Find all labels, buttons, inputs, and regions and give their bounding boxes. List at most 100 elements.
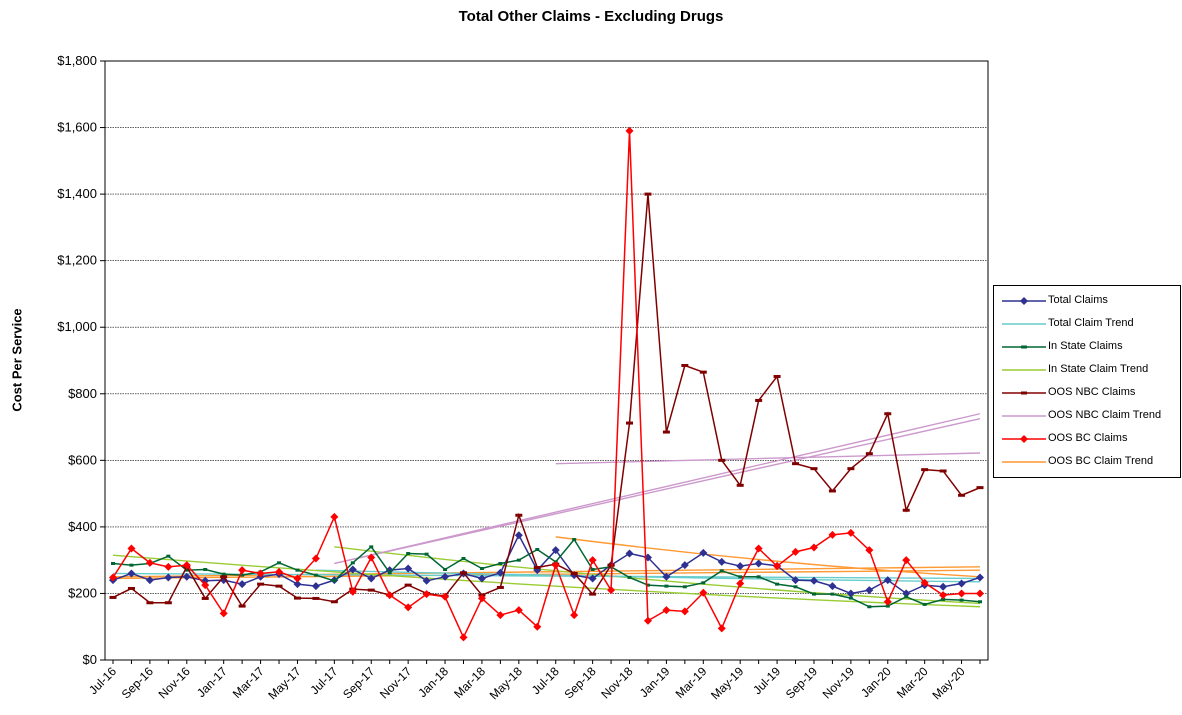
data-point	[459, 571, 467, 575]
data-point	[570, 571, 578, 575]
data-point	[921, 468, 929, 472]
data-point	[884, 412, 892, 416]
x-tick-label: Nov-18	[598, 664, 635, 701]
x-tick-label: Jan-17	[194, 664, 230, 700]
data-point	[976, 589, 984, 598]
legend-swatch	[1002, 435, 1046, 443]
legend-swatch	[1002, 391, 1046, 395]
data-point	[588, 556, 597, 565]
y-tick-label: $1,600	[57, 120, 97, 135]
trend-line	[112, 569, 981, 580]
data-point	[775, 582, 780, 586]
data-point	[277, 561, 282, 565]
data-point	[367, 574, 376, 583]
x-tick-label: Nov-19	[820, 664, 857, 701]
legend-swatch	[1002, 345, 1046, 349]
data-point	[607, 563, 615, 567]
legend-swatch	[1002, 461, 1046, 463]
data-point	[626, 421, 634, 425]
y-tick-label: $600	[68, 452, 97, 467]
data-point	[443, 567, 448, 571]
x-tick-label: Jan-20	[858, 664, 894, 700]
data-point	[516, 558, 521, 562]
data-point	[941, 597, 946, 601]
data-point	[221, 572, 226, 576]
x-tick-label: May-17	[265, 664, 303, 702]
data-point	[902, 556, 911, 565]
data-point	[498, 561, 503, 565]
data-point	[588, 574, 597, 583]
legend-label: OOS NBC Claim Trend	[1048, 409, 1162, 421]
x-tick-label: May-19	[708, 664, 746, 702]
data-point	[717, 624, 726, 633]
data-point	[424, 552, 429, 556]
data-point	[609, 565, 614, 569]
y-tick-label: $0	[83, 652, 97, 667]
data-point	[756, 575, 761, 579]
data-point	[514, 531, 523, 540]
data-point	[201, 596, 209, 600]
plot-border	[104, 60, 989, 661]
legend-label: In State Claims	[1048, 340, 1123, 352]
data-point	[828, 489, 836, 493]
x-tick-label: Jul-16	[86, 664, 119, 697]
legend-label: OOS BC Claim Trend	[1048, 455, 1154, 467]
data-point	[572, 538, 577, 542]
data-point	[754, 559, 763, 568]
data-point	[459, 633, 468, 642]
data-point	[201, 581, 210, 590]
data-point	[256, 569, 265, 578]
data-point	[293, 574, 302, 583]
legend-item: OOS NBC Claims	[994, 382, 1180, 404]
data-point	[755, 398, 763, 402]
data-point	[238, 580, 247, 589]
data-point	[311, 554, 320, 563]
y-tick-label: $800	[68, 386, 97, 401]
data-point	[350, 561, 355, 565]
data-point	[701, 581, 706, 585]
data-point	[348, 565, 357, 574]
data-point	[275, 584, 283, 588]
y-tick-label: $1,000	[57, 319, 97, 334]
data-point	[477, 574, 486, 583]
data-point	[792, 462, 800, 466]
x-tick-label: Jul-17	[307, 664, 340, 697]
series-lines	[109, 126, 984, 642]
data-point	[129, 563, 134, 567]
data-point	[809, 543, 818, 552]
data-point	[644, 192, 652, 196]
y-axis-ticks: $0 $200 $400 $600 $800 $1,000 $1,200 $1,400 $1,6…	[57, 53, 105, 667]
series-line	[112, 130, 980, 640]
data-point	[922, 602, 927, 606]
data-point	[662, 430, 670, 434]
data-point	[793, 585, 798, 589]
data-point	[441, 572, 450, 581]
data-point	[535, 548, 540, 552]
data-point	[625, 126, 634, 135]
legend-item: OOS BC Claim Trend	[994, 451, 1180, 473]
data-point	[976, 573, 984, 582]
data-point	[848, 596, 853, 600]
data-point	[238, 604, 246, 608]
data-point	[441, 592, 450, 601]
legend-item: OOS BC Claims	[994, 428, 1180, 450]
data-point	[939, 591, 948, 600]
legend-item: In State Claims	[994, 336, 1180, 358]
data-point	[754, 544, 763, 553]
data-point	[847, 467, 855, 471]
data-point	[570, 611, 579, 620]
data-point	[367, 553, 376, 562]
data-point	[404, 603, 413, 612]
data-point	[865, 452, 873, 456]
data-point	[680, 607, 689, 616]
data-point	[643, 616, 652, 625]
data-point	[883, 597, 892, 606]
data-point	[127, 544, 136, 553]
data-point	[920, 578, 929, 587]
data-point	[461, 557, 466, 561]
data-point	[533, 622, 542, 631]
data-point	[699, 548, 708, 557]
legend-swatch	[1002, 369, 1046, 371]
x-tick-label: Mar-20	[894, 664, 931, 701]
data-point	[682, 585, 687, 589]
